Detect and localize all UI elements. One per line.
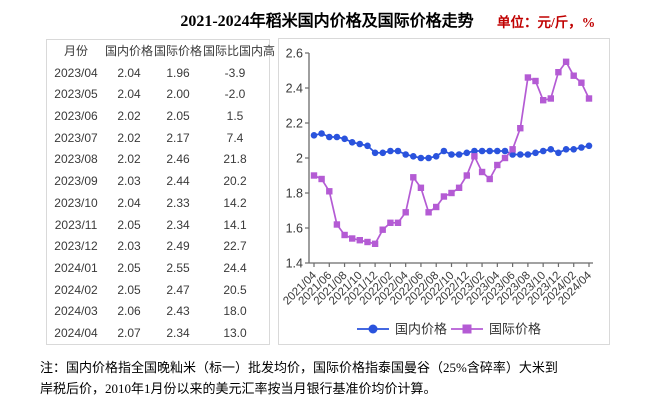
table-cell: 2023/07 <box>54 130 98 145</box>
price-table-panel: 月份 国内价格 国际价格 国际比国内高 2023/04 2.04 1.96 -3.9 2023/… <box>46 39 276 345</box>
table-cell: 2.55 <box>166 261 190 276</box>
table-cell: 21.8 <box>223 152 247 167</box>
price-chart-panel: 1.4 1.6 1.8 2 2.2 2.4 2.6 2021/04 2021/06 2021/08… <box>278 38 610 345</box>
table-cell: 2023/05 <box>54 87 98 102</box>
table-cell: 2024/02 <box>54 282 98 297</box>
table-row: 2023/07 2.02 2.17 7.4 <box>47 127 269 149</box>
svg-text:1.4: 1.4 <box>286 257 303 271</box>
unit-label: 单位：元/斤，% <box>497 15 596 30</box>
svg-text:国际价格: 国际价格 <box>489 322 541 337</box>
table-cell: 2023/04 <box>54 65 98 80</box>
table-row: 2023/08 2.02 2.46 21.8 <box>47 149 269 171</box>
table-cell: 2.05 <box>117 282 141 297</box>
table-cell: 2.05 <box>166 109 190 124</box>
table-row: 2023/12 2.03 2.49 22.7 <box>47 235 269 257</box>
table-cell: 2024/01 <box>54 261 98 276</box>
price-table-body: 月份 国内价格 国际价格 国际比国内高 2023/04 2.04 1.96 -3.9 2023/… <box>47 40 276 344</box>
table-row: 2024/03 2.06 2.43 18.0 <box>47 301 269 323</box>
table-cell: 2.46 <box>166 152 190 167</box>
table-cell: 2.34 <box>166 326 190 341</box>
table-cell: 2.04 <box>117 195 141 210</box>
table-cell: 2.33 <box>166 195 190 210</box>
table-cell: -2.0 <box>224 87 246 102</box>
table-cell: 2.02 <box>117 152 141 167</box>
svg-text:2.2: 2.2 <box>286 117 303 131</box>
svg-text:2: 2 <box>296 152 303 166</box>
table-cell: 2023/09 <box>54 174 98 189</box>
table-cell: 22.7 <box>223 239 247 254</box>
table-cell: 2.49 <box>166 239 190 254</box>
table-cell: 1.5 <box>226 109 244 124</box>
table-cell: 2.07 <box>117 326 141 341</box>
svg-text:1.6: 1.6 <box>286 222 303 236</box>
table-cell: 2.05 <box>117 261 141 276</box>
table-header-cell: 月份 <box>63 44 88 59</box>
table-cell: 20.5 <box>223 282 247 297</box>
table-cell: 2.34 <box>166 217 190 232</box>
svg-text:1.8: 1.8 <box>286 187 303 201</box>
table-header-cell: 国际比国内高 <box>203 44 276 59</box>
svg-text:国内价格: 国内价格 <box>395 322 447 337</box>
table-row: 2023/09 2.03 2.44 20.2 <box>47 170 269 192</box>
page-title-row: 2021-2024年稻米国内价格及国际价格走势 <box>0 7 654 31</box>
table-cell: 2.04 <box>117 65 141 80</box>
table-cell: 2.02 <box>117 109 141 124</box>
table-row: 2023/05 2.04 2.00 -2.0 <box>47 83 269 105</box>
table-cell: 24.4 <box>223 261 247 276</box>
footnote-line: 注：国内价格指全国晚籼米（标一）批发均价，国际价格指泰国曼谷（25%含碎率）大米… <box>40 360 558 375</box>
table-cell: 1.96 <box>166 65 190 80</box>
svg-text:2.6: 2.6 <box>286 47 303 61</box>
footnote: 注：国内价格指全国晚籼米（标一）批发均价，国际价格指泰国曼谷（25%含碎率）大米… <box>40 357 620 399</box>
table-cell: 2.02 <box>117 130 141 145</box>
table-cell: 2024/03 <box>54 304 98 319</box>
table-row: 2023/10 2.04 2.33 14.2 <box>47 192 269 214</box>
table-cell: 2024/04 <box>54 326 98 341</box>
table-cell: 2023/10 <box>54 195 98 210</box>
table-cell: 13.0 <box>223 326 247 341</box>
table-row: 2024/02 2.05 2.47 20.5 <box>47 279 269 301</box>
table-header-row: 月份 国内价格 国际价格 国际比国内高 <box>47 40 276 62</box>
table-cell: 2.06 <box>117 304 141 319</box>
table-cell: 18.0 <box>223 304 247 319</box>
table-row: 2023/04 2.04 1.96 -3.9 <box>47 62 269 84</box>
footnote-line: 岸税后价，2010年1月份以来的美元汇率按当月银行基准价均价计算。 <box>40 381 437 396</box>
table-cell: 2.03 <box>117 239 141 254</box>
table-cell: 2023/06 <box>54 109 98 124</box>
table-cell: 7.4 <box>226 130 244 145</box>
table-cell: 2.04 <box>117 87 141 102</box>
table-cell: 2.05 <box>117 217 141 232</box>
table-cell: 14.2 <box>223 195 247 210</box>
table-row: 2024/01 2.05 2.55 24.4 <box>47 257 269 279</box>
page-title: 2021-2024年稻米国内价格及国际价格走势 <box>180 13 474 30</box>
table-row: 2023/11 2.05 2.34 14.1 <box>47 214 269 236</box>
chart-canvas: 1.41.61.822.22.42.62021/042021/062021/08… <box>281 47 594 337</box>
table-cell: 2.17 <box>166 130 190 145</box>
table-header-cell: 国际价格 <box>153 44 202 59</box>
table-cell: 2.43 <box>166 304 190 319</box>
table-cell: 2.44 <box>166 174 190 189</box>
table-header-cell: 国内价格 <box>105 44 154 59</box>
table-row: 2023/06 2.02 2.05 1.5 <box>47 105 269 127</box>
table-cell: 2.00 <box>166 87 190 102</box>
table-cell: 2.03 <box>117 174 141 189</box>
table-cell: 2.47 <box>166 282 190 297</box>
table-cell: 20.2 <box>223 174 247 189</box>
table-cell: 2023/08 <box>54 152 98 167</box>
table-cell: 2023/11 <box>54 217 98 232</box>
table-cell: 14.1 <box>223 217 247 232</box>
table-row: 2024/04 2.07 2.34 13.0 <box>47 322 269 344</box>
table-cell: 2023/12 <box>54 239 98 254</box>
table-cell: -3.9 <box>224 65 246 80</box>
svg-text:2.4: 2.4 <box>286 82 303 96</box>
